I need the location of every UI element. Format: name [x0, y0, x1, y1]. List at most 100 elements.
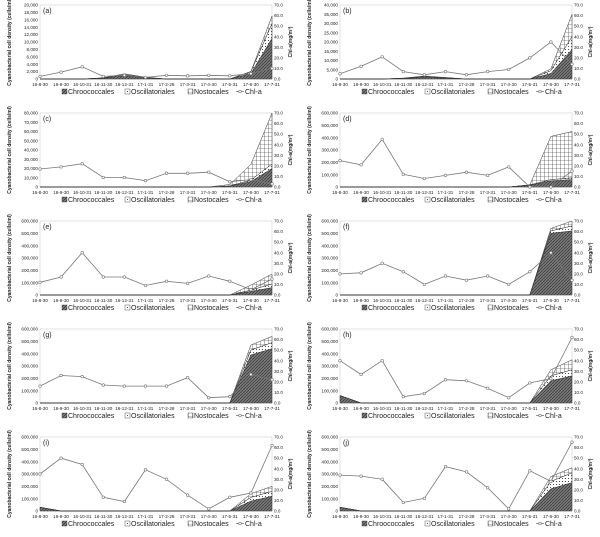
x-tick-label: 17-2-28 — [459, 298, 475, 303]
legend-label: Nostocales — [494, 521, 529, 528]
legend-marker — [538, 197, 542, 202]
y-tick-label: 500,000 — [321, 339, 338, 344]
chl-a-point — [528, 381, 532, 385]
x-tick-label: 16-10-31 — [373, 82, 392, 87]
y-tick-label: 0 — [35, 509, 38, 514]
legend-swatch — [124, 304, 131, 311]
legend-label: Nostocales — [194, 305, 229, 312]
y-tick-label: 100,000 — [21, 280, 38, 285]
panel-label: (j) — [343, 440, 349, 447]
y-tick-label: 0 — [35, 401, 38, 406]
y2-tick-label: 70.0 — [574, 435, 583, 440]
legend-swatch — [124, 412, 131, 419]
y-tick-label: 14,000 — [24, 25, 38, 30]
x-tick-label: 16-12-31 — [415, 298, 434, 303]
y-tick-label: 0 — [35, 293, 38, 298]
y-tick-label: 100,000 — [21, 496, 38, 501]
x-tick-label: 17-4-30 — [201, 406, 217, 411]
y2-tick-label: 20.0 — [274, 487, 283, 492]
y-tick-label: 400,000 — [21, 459, 38, 464]
y2-tick-label: 10.0 — [574, 174, 583, 179]
x-tick-label: 17-1-31 — [138, 406, 154, 411]
y-tick-label: 40,000 — [24, 148, 38, 153]
y2-tick-label: 60.0 — [274, 337, 283, 342]
y-tick-label: 16,000 — [24, 17, 38, 22]
y-axis-title: Cyanobacterial cell density (cells/ml) — [7, 214, 13, 302]
chl-a-point — [380, 359, 384, 363]
y2-tick-label: 0.0 — [574, 77, 581, 82]
panel-label: (g) — [43, 332, 52, 339]
chl-a-point — [80, 162, 84, 166]
y-tick-label: 4,000 — [27, 62, 39, 67]
y2-tick-label: 60.0 — [574, 229, 583, 234]
y-tick-label: 200,000 — [321, 376, 338, 381]
x-tick-label: 16-12-31 — [415, 406, 434, 411]
chl-a-point — [270, 277, 274, 281]
chl-a-point — [122, 73, 126, 77]
y-tick-label: 200,000 — [321, 160, 338, 165]
x-tick-label: 16-11-30 — [394, 406, 412, 411]
y-axis-title: Cyanobacterial cell density (cells/ml) — [7, 0, 13, 86]
x-tick-label: 17-6-30 — [243, 82, 259, 87]
y2-tick-label: 40.0 — [574, 34, 583, 39]
x-tick-label: 16-8-30 — [332, 514, 348, 519]
x-tick-label: 17-3-31 — [480, 82, 496, 87]
legend-label: Nostocales — [494, 197, 529, 204]
y2-tick-label: 70.0 — [274, 219, 283, 224]
y2-tick-label: 50.0 — [274, 456, 283, 461]
chl-a-point — [143, 179, 148, 183]
y2-tick-label: 20.0 — [574, 487, 583, 492]
x-tick-label: 16-9-30 — [353, 406, 369, 411]
chl-a-point — [228, 395, 232, 399]
chl-a-point — [122, 499, 126, 504]
y-tick-label: 18,000 — [24, 10, 38, 15]
y2-tick-label: 0.0 — [274, 401, 281, 406]
legend-swatch — [61, 88, 68, 95]
y2-tick-label: 60.0 — [574, 337, 583, 342]
chl-a-point — [570, 62, 574, 66]
x-tick-label: 17-1-31 — [438, 82, 454, 87]
x-tick-label: 16-10-31 — [373, 190, 392, 195]
chl-a-point — [401, 270, 405, 274]
chl-a-point — [422, 176, 426, 181]
legend-label: Chroococcales — [368, 521, 415, 528]
chl-a-point — [359, 372, 363, 377]
legend-label: Oscillatoriales — [131, 197, 175, 204]
y2-tick-label: 70.0 — [274, 327, 283, 332]
chart-panel: 0 2,000 4,000 6,000 8,000 10,000 12,000 14,000 1… — [7, 0, 294, 96]
y-tick-label: 500,000 — [21, 339, 38, 344]
x-tick-label: 16-12-31 — [415, 190, 434, 195]
legend-swatch — [424, 88, 431, 95]
x-tick-label: 17-2-28 — [459, 190, 475, 195]
chl-a-point — [143, 384, 148, 388]
y2-tick-label: 50.0 — [574, 240, 583, 245]
area-nostocales — [40, 336, 273, 404]
chl-a-point — [59, 70, 63, 74]
x-tick-label: 17-3-31 — [480, 514, 496, 519]
legend-marker — [238, 413, 242, 418]
y-tick-label: 80,000 — [24, 111, 38, 116]
x-tick-label: 17-7-31 — [564, 514, 580, 519]
y2-axis-title: Chl-a(mg/m³) — [588, 26, 594, 57]
x-tick-label: 17-4-30 — [501, 406, 517, 411]
chl-a-point — [507, 396, 511, 400]
chl-a-point — [464, 379, 469, 383]
y-tick-label: 0 — [35, 185, 38, 190]
y2-tick-label: 40.0 — [574, 142, 583, 147]
chl-a-point — [38, 280, 42, 284]
y2-tick-label: 70.0 — [574, 219, 583, 224]
chl-a-point — [464, 170, 469, 174]
legend-swatch — [187, 196, 194, 203]
chl-a-point — [570, 335, 574, 340]
y-tick-label: 40,000 — [324, 3, 338, 8]
legend-swatch — [124, 196, 131, 203]
chl-a-point — [507, 507, 511, 511]
chl-a-point — [507, 165, 511, 169]
x-tick-label: 16-12-31 — [115, 190, 134, 195]
chl-a-point — [486, 274, 490, 278]
chl-a-line — [339, 138, 573, 188]
legend-swatch — [61, 304, 68, 311]
x-tick-label: 17-7-31 — [564, 298, 580, 303]
y2-tick-label: 0.0 — [274, 185, 281, 190]
y2-tick-label: 0.0 — [574, 185, 581, 190]
